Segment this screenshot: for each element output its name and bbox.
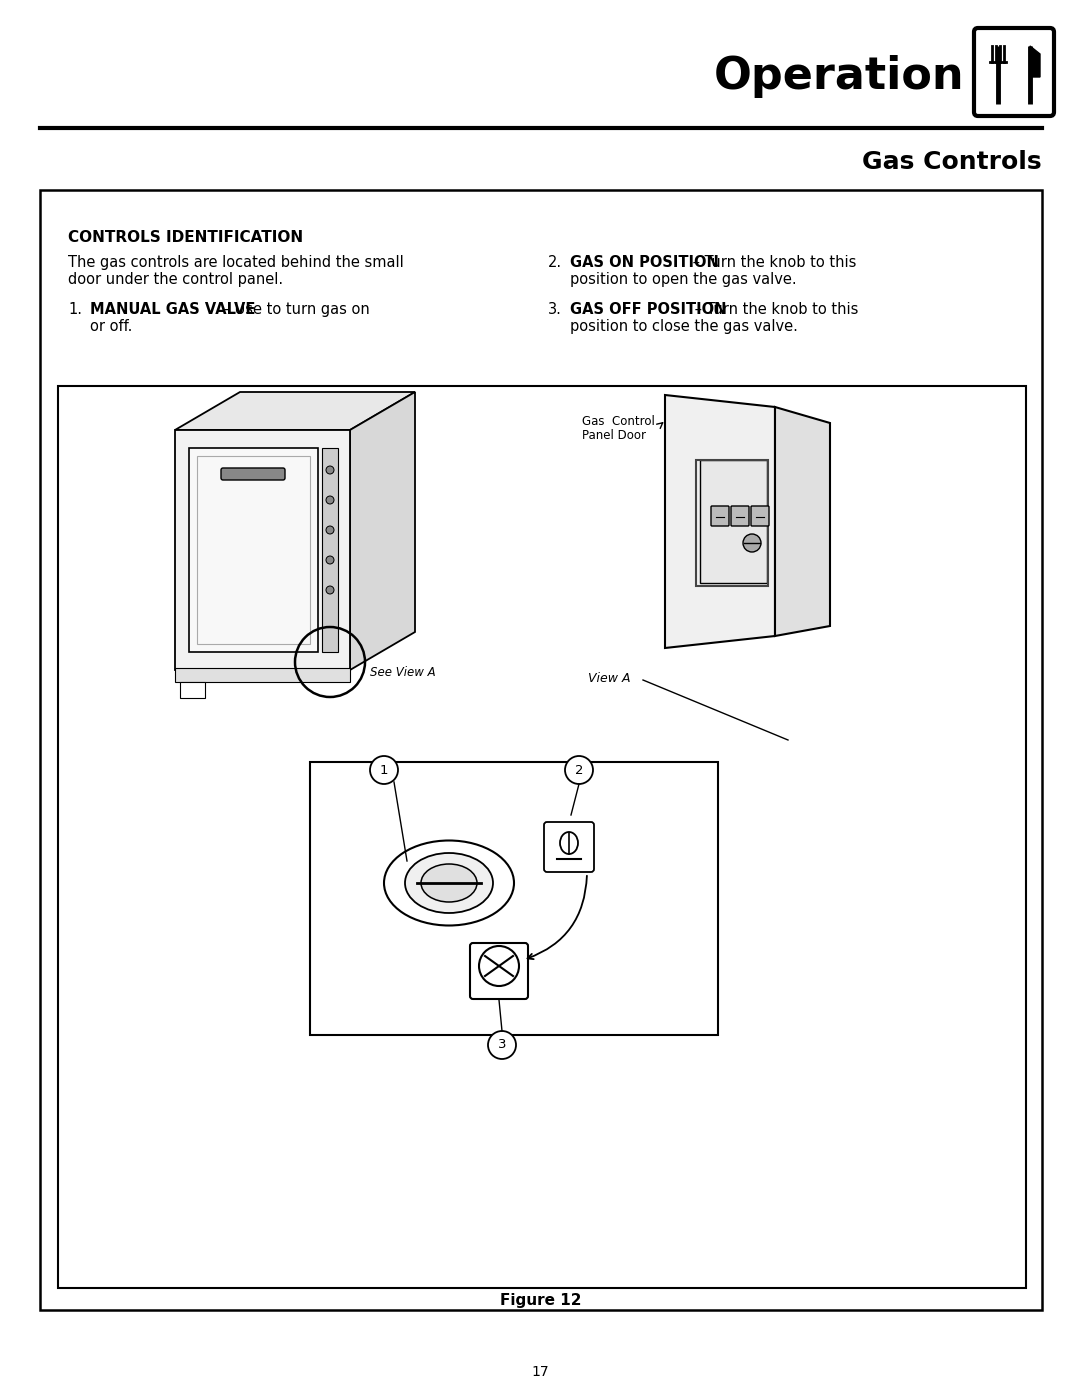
Polygon shape <box>775 407 831 636</box>
Bar <box>189 448 318 652</box>
Text: 1: 1 <box>380 764 388 777</box>
Text: The gas controls are located behind the small: The gas controls are located behind the … <box>68 256 404 270</box>
Text: – Turn the knob to this: – Turn the knob to this <box>690 302 859 317</box>
Text: View A: View A <box>588 672 631 685</box>
Polygon shape <box>175 393 415 430</box>
Text: GAS ON POSITION: GAS ON POSITION <box>570 256 719 270</box>
Circle shape <box>326 585 334 594</box>
Bar <box>696 460 768 585</box>
FancyBboxPatch shape <box>711 506 729 527</box>
Bar <box>700 460 767 583</box>
Bar <box>310 761 718 1035</box>
Circle shape <box>370 756 399 784</box>
Circle shape <box>326 496 334 504</box>
Text: 2: 2 <box>575 764 583 777</box>
Text: See View A: See View A <box>370 665 435 679</box>
Ellipse shape <box>405 854 492 914</box>
Circle shape <box>565 756 593 784</box>
Text: GAS OFF POSITION: GAS OFF POSITION <box>570 302 727 317</box>
Text: position to close the gas valve.: position to close the gas valve. <box>570 319 798 334</box>
Text: or off.: or off. <box>90 319 133 334</box>
Text: CONTROLS IDENTIFICATION: CONTROLS IDENTIFICATION <box>68 231 303 244</box>
Polygon shape <box>1030 46 1040 77</box>
Circle shape <box>326 556 334 564</box>
Text: door under the control panel.: door under the control panel. <box>68 272 283 286</box>
Bar <box>40 190 1042 1310</box>
Text: Gas  Control: Gas Control <box>582 415 654 427</box>
Text: – Use to turn gas on: – Use to turn gas on <box>218 302 369 317</box>
Text: 3.: 3. <box>548 302 562 317</box>
Ellipse shape <box>421 863 477 902</box>
Text: Panel Door: Panel Door <box>582 429 646 441</box>
FancyBboxPatch shape <box>221 468 285 481</box>
Text: Figure 12: Figure 12 <box>500 1292 582 1308</box>
Bar <box>197 455 310 644</box>
Text: Gas Controls: Gas Controls <box>862 149 1042 175</box>
Text: 1.: 1. <box>68 302 82 317</box>
Text: 2.: 2. <box>548 256 562 270</box>
Bar <box>322 448 338 652</box>
Text: 3: 3 <box>498 1038 507 1052</box>
Text: Operation: Operation <box>714 56 964 99</box>
Polygon shape <box>350 393 415 671</box>
Bar <box>175 668 350 682</box>
Polygon shape <box>665 395 775 648</box>
Bar <box>58 386 1026 1288</box>
Circle shape <box>326 467 334 474</box>
FancyBboxPatch shape <box>544 821 594 872</box>
Text: 17: 17 <box>531 1365 549 1379</box>
Bar <box>180 682 205 698</box>
FancyBboxPatch shape <box>974 28 1054 116</box>
FancyBboxPatch shape <box>751 506 769 527</box>
FancyBboxPatch shape <box>731 506 750 527</box>
Circle shape <box>743 534 761 552</box>
Circle shape <box>488 1031 516 1059</box>
Text: MANUAL GAS VALVE: MANUAL GAS VALVE <box>90 302 255 317</box>
Circle shape <box>326 527 334 534</box>
Polygon shape <box>175 430 350 671</box>
Text: – Turn the knob to this: – Turn the knob to this <box>688 256 856 270</box>
FancyBboxPatch shape <box>470 943 528 999</box>
Text: position to open the gas valve.: position to open the gas valve. <box>570 272 797 286</box>
